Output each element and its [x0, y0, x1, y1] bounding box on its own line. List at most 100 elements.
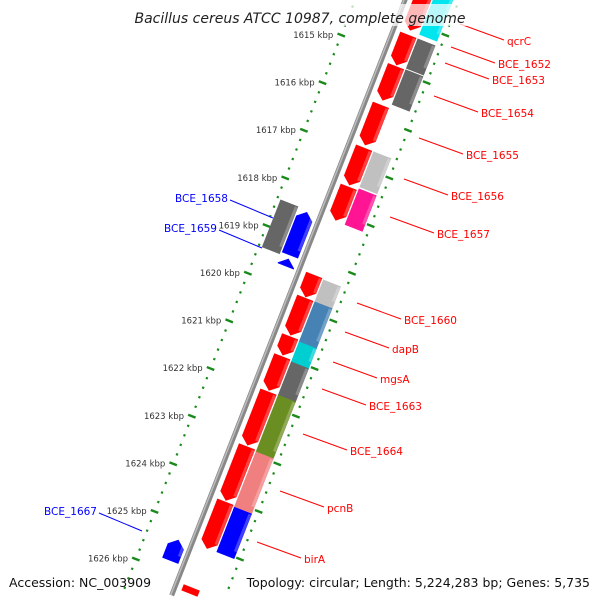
ruler-tick-label: 1625 kbp	[107, 507, 147, 517]
ruler-minor-tick	[391, 167, 395, 170]
ruler-minor-tick	[224, 329, 227, 332]
ruler-minor-tick	[429, 71, 432, 75]
gene-feature[interactable]	[391, 69, 424, 112]
ruler-minor-tick	[246, 538, 249, 542]
ruler-minor-tick	[220, 338, 224, 342]
gene-feature[interactable]	[261, 199, 299, 255]
gene-feature[interactable]	[342, 144, 373, 188]
gene-label[interactable]: BCE_1663	[369, 401, 422, 413]
ruler-minor-tick	[309, 376, 313, 380]
gene-feature[interactable]	[389, 31, 417, 68]
ruler-minor-tick	[276, 195, 280, 199]
ruler-minor-tick	[421, 90, 425, 94]
ruler-minor-tick	[234, 567, 238, 571]
ruler-major-tick	[187, 413, 197, 419]
gene-feature[interactable]	[281, 209, 314, 259]
gene-shading	[290, 339, 298, 352]
gene-label[interactable]: dapB	[392, 344, 419, 356]
gene-feature[interactable]	[344, 188, 377, 232]
accession-text: Accession: NC_003909	[9, 575, 151, 590]
gene-label[interactable]: BCE_1659	[164, 223, 217, 235]
ruler-major-tick	[318, 80, 327, 86]
gene-feature[interactable]	[405, 38, 436, 76]
ruler-minor-tick	[410, 119, 414, 123]
ruler-minor-tick	[250, 262, 254, 266]
gene-feature[interactable]	[261, 353, 291, 394]
label-leader-line	[433, 95, 479, 113]
gene-label[interactable]: BCE_1654	[481, 108, 534, 120]
gene-feature[interactable]	[277, 256, 296, 270]
gene-label[interactable]: BCE_1664	[350, 446, 403, 458]
gene-feature[interactable]	[181, 584, 200, 597]
ruler-minor-tick	[376, 205, 380, 209]
gene-feature[interactable]	[359, 151, 392, 195]
gene-feature[interactable]	[375, 63, 405, 103]
gene-shading	[357, 150, 372, 182]
gene-label[interactable]: qcrC	[507, 36, 531, 48]
gene-label[interactable]: pcnB	[327, 503, 353, 515]
ruler-major-tick	[281, 175, 290, 181]
ruler-minor-tick	[373, 214, 376, 218]
gene-label[interactable]: BCE_1657	[437, 229, 490, 241]
gene-feature[interactable]	[328, 183, 357, 223]
gene-feature[interactable]	[275, 333, 299, 359]
ruler-major-tick	[347, 270, 357, 276]
gene-feature[interactable]	[298, 271, 323, 300]
gene-feature[interactable]	[162, 537, 187, 564]
ruler-tick-label: 1618 kbp	[237, 174, 277, 184]
ruler-minor-tick	[239, 290, 242, 294]
ruler-major-tick	[329, 318, 338, 324]
ruler-minor-tick	[260, 500, 264, 504]
gene-label[interactable]: BCE_1653	[492, 75, 545, 87]
ruler-minor-tick	[320, 348, 324, 352]
gene-feature[interactable]	[240, 388, 277, 448]
ruler-minor-tick	[197, 395, 201, 399]
ruler-minor-tick	[395, 157, 399, 161]
ruler-minor-tick	[141, 538, 145, 542]
ruler-minor-tick	[249, 529, 253, 533]
ruler-minor-tick	[298, 138, 302, 142]
gene-shading	[177, 542, 186, 558]
gene-label[interactable]: BCE_1667	[44, 506, 97, 518]
gene-shading	[313, 278, 322, 294]
labels-group: 1615 kbp 1616 kbp 1617 kbp 1618 kbp 1619 kbp…	[44, 23, 551, 566]
gene-feature[interactable]	[218, 443, 256, 504]
ruler-minor-tick	[253, 519, 257, 523]
gene-label[interactable]: BCE_1655	[466, 150, 519, 162]
ruler-major-tick	[337, 32, 346, 38]
ruler-minor-tick	[343, 291, 346, 294]
ruler-minor-tick	[380, 195, 384, 199]
gene-feature[interactable]	[199, 498, 234, 552]
gene-feature[interactable]	[283, 294, 314, 338]
ruler-minor-tick	[138, 548, 142, 552]
gene-label[interactable]: mgsA	[380, 374, 410, 386]
ruler-minor-tick	[279, 452, 283, 456]
gene-label[interactable]: birA	[304, 554, 326, 566]
gene-shading	[423, 45, 435, 69]
ruler-minor-tick	[440, 43, 444, 47]
gene-feature[interactable]	[216, 506, 252, 560]
ruler-minor-tick	[242, 281, 246, 285]
gene-label[interactable]: BCE_1658	[175, 193, 228, 205]
gene-label[interactable]: BCE_1660	[404, 315, 457, 327]
ruler-major-tick	[299, 127, 309, 133]
gene-shading	[293, 262, 296, 263]
ruler-tick-label: 1619 kbp	[219, 221, 259, 231]
gene-label[interactable]: BCE_1656	[451, 191, 504, 203]
ruler-minor-tick	[168, 472, 171, 475]
ruler-major-tick	[291, 413, 301, 419]
gene-shading	[251, 458, 273, 508]
ruler-minor-tick	[328, 329, 332, 332]
ruler-minor-tick	[127, 576, 130, 580]
ruler-major-tick	[403, 127, 413, 133]
ruler-tick-label: 1617 kbp	[256, 126, 296, 136]
label-leader-line	[332, 361, 378, 379]
gene-feature[interactable]	[357, 101, 389, 148]
ruler-minor-tick	[309, 109, 313, 113]
ruler-minor-tick	[290, 424, 294, 428]
label-leader-line	[302, 433, 348, 451]
ruler-minor-tick	[179, 443, 183, 447]
gene-label[interactable]: BCE_1652	[498, 59, 551, 71]
gene-shading	[276, 359, 290, 387]
